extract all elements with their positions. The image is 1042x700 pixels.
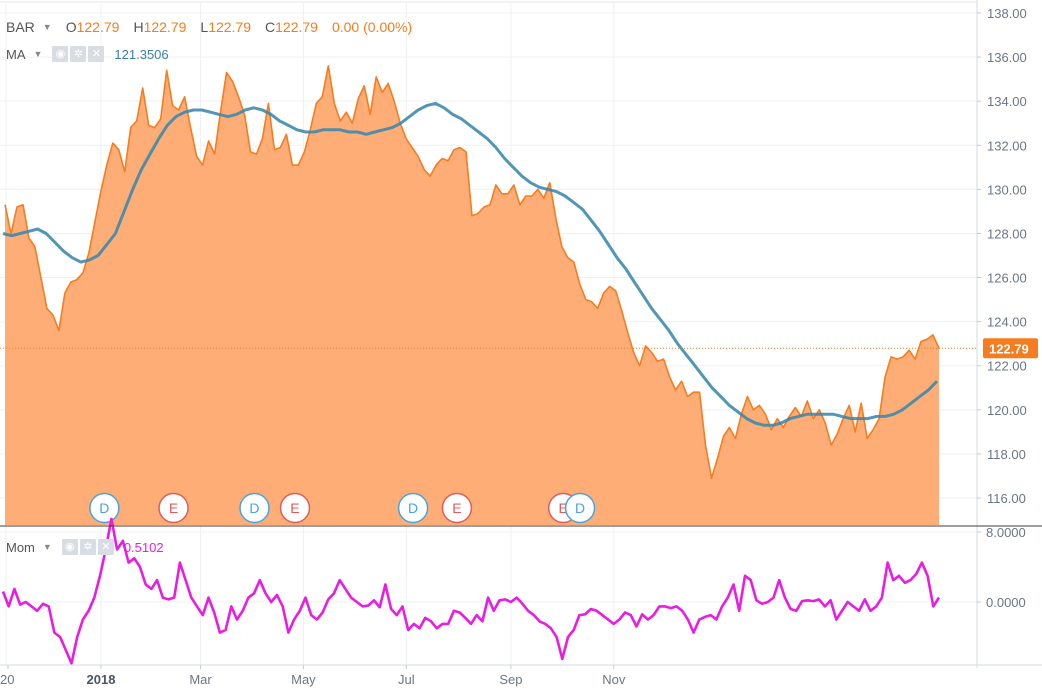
x-tick-label: Mar [189, 672, 212, 687]
momentum-line-group[interactable] [1, 517, 941, 665]
momentum-close-icon[interactable]: ✕ [97, 539, 114, 555]
event-label: E [169, 500, 178, 516]
event-circle[interactable] [279, 492, 311, 524]
event-label: D [249, 500, 259, 516]
event-circle[interactable] [239, 492, 270, 524]
last-price-label: 122.79 [989, 341, 1029, 356]
earnings-marker[interactable]: E [441, 492, 473, 524]
eye-icon[interactable]: ◉ [52, 46, 69, 62]
high-label: H [133, 19, 144, 35]
price-tick-label: 134.00 [987, 94, 1027, 109]
axes [0, 0, 1042, 668]
event-circle[interactable] [89, 492, 120, 524]
price-tick-label: 132.00 [987, 138, 1027, 153]
momentum-legend: Mom ▼ ◉ ✲ ✕ 0.5102 [6, 537, 164, 557]
low-label: L [200, 19, 209, 35]
ma-line-group[interactable] [2, 101, 939, 427]
event-label: D [99, 500, 109, 516]
price-tick-label: 138.00 [987, 6, 1027, 21]
momentum-tick-label: 0.0000 [986, 595, 1026, 610]
close-icon[interactable]: ✕ [88, 46, 105, 62]
ma-legend: MA ▼ ◉ ✲ ✕ 121.3506 [6, 44, 169, 64]
x-tick-label: 2018 [87, 672, 116, 687]
price-tick-label: 130.00 [987, 182, 1027, 197]
x-tick-label: Sep [499, 672, 522, 687]
open-value: 122.79 [76, 19, 120, 35]
price-y-axis-ticks: 138.00 136.00 134.00 132.00 130.00 128.00 126.… [977, 6, 1027, 506]
price-area-group[interactable] [4, 65, 940, 526]
event-circle[interactable] [441, 492, 473, 524]
x-axis-ticks: 20 2018 Mar May Jul Sep Nov [0, 665, 626, 687]
change-value: 0.00 (0.00%) [331, 19, 413, 35]
momentum-y-axis-ticks: 8.0000 0.0000 [977, 525, 1026, 610]
earnings-marker[interactable]: E [158, 492, 189, 524]
momentum-label[interactable]: Mom [6, 539, 35, 555]
event-circle[interactable] [397, 492, 429, 524]
event-circle[interactable] [564, 492, 596, 524]
dividend-marker[interactable]: D [564, 492, 596, 524]
dividend-marker[interactable]: D [397, 492, 429, 524]
last-price-group: 122.79 [0, 338, 1038, 359]
ma-line[interactable] [2, 101, 939, 427]
price-area-fill [5, 65, 939, 526]
price-tick-label: 122.00 [987, 359, 1027, 374]
close-label: C [265, 19, 276, 35]
earnings-marker[interactable]: E [279, 492, 311, 524]
price-tick-label: 116.00 [987, 491, 1026, 506]
momentum-dropdown-icon[interactable]: ▼ [42, 542, 52, 552]
event-label: D [575, 500, 585, 516]
price-tick-label: 118.00 [987, 447, 1026, 462]
open-label: O [65, 19, 77, 35]
symbol-label[interactable]: BAR [6, 19, 35, 35]
ohlc-legend: BAR ▼ O 122.79 H 122.79 L 122.79 C 122.7… [6, 17, 412, 37]
ma-label[interactable]: MA [6, 46, 26, 62]
event-label: D [408, 500, 418, 516]
close-value: 122.79 [275, 19, 318, 35]
price-tick-label: 126.00 [987, 271, 1027, 286]
price-tick-label: 124.00 [987, 315, 1027, 330]
x-tick-label: May [291, 672, 316, 687]
event-label: E [452, 500, 461, 516]
ma-dropdown-icon[interactable]: ▼ [33, 49, 43, 59]
momentum-tick-label: 8.0000 [986, 525, 1026, 540]
event-circle[interactable] [158, 492, 189, 524]
price-tick-label: 120.00 [987, 403, 1027, 418]
momentum-value: 0.5102 [123, 539, 164, 555]
event-label: E [559, 500, 568, 516]
price-tick-label: 128.00 [987, 226, 1027, 241]
x-tick-label: 20 [0, 672, 14, 687]
momentum-line[interactable] [1, 517, 941, 665]
momentum-eye-icon[interactable]: ◉ [61, 539, 78, 555]
symbol-dropdown-icon[interactable]: ▼ [42, 22, 52, 32]
price-tick-label: 136.00 [987, 50, 1027, 65]
event-label: E [290, 500, 299, 516]
last-price-badge [983, 338, 1038, 359]
dividend-marker[interactable]: D [89, 492, 120, 524]
dividend-marker[interactable]: D [239, 492, 270, 524]
x-tick-label: Jul [398, 672, 415, 687]
low-value: 122.79 [208, 19, 252, 35]
x-tick-label: Nov [602, 672, 626, 687]
high-value: 122.79 [143, 19, 187, 35]
ma-value: 121.3506 [114, 46, 169, 62]
gear-icon[interactable]: ✲ [70, 46, 87, 62]
momentum-gear-icon[interactable]: ✲ [79, 539, 96, 555]
price-line[interactable] [4, 65, 940, 479]
